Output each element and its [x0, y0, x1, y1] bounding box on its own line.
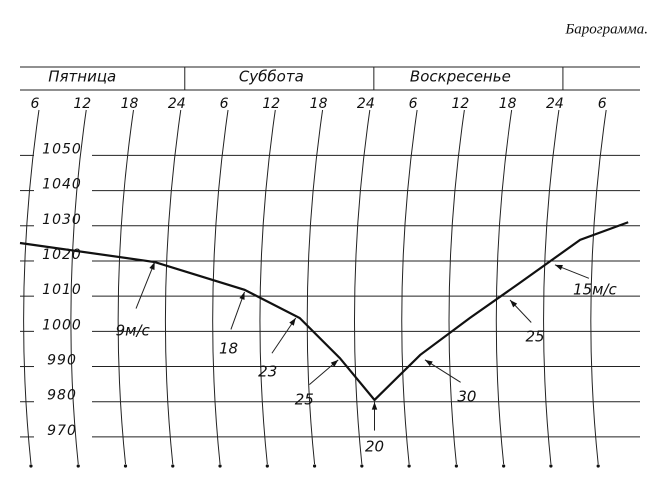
annotation-label: 25	[525, 328, 544, 346]
time-line	[495, 109, 513, 465]
time-line	[70, 109, 87, 465]
time-line	[448, 109, 465, 465]
x-tick-label: 18	[499, 96, 517, 112]
annotation-label: 15м/с	[573, 280, 617, 298]
time-line	[23, 109, 40, 465]
pen-dot	[407, 464, 411, 468]
x-tick-label: 24	[168, 96, 186, 112]
pressure-curve	[19, 221, 629, 402]
pen-dot	[454, 464, 458, 468]
time-line	[259, 109, 276, 465]
arrow-head	[330, 359, 339, 367]
arrow-head	[289, 317, 296, 326]
arrow-head	[239, 291, 245, 300]
time-line	[212, 109, 229, 465]
chart-title: Барограмма.	[564, 21, 648, 37]
time-line	[401, 109, 418, 465]
y-tick-label: 990	[47, 353, 77, 369]
x-tick-label: 6	[598, 96, 607, 112]
y-tick-label: 1030	[42, 212, 82, 228]
y-tick-label: 980	[47, 388, 77, 404]
annotation-arrow	[135, 261, 156, 309]
time-line	[353, 109, 371, 465]
x-tick-label: 6	[409, 96, 418, 112]
x-tick-label: 24	[357, 96, 375, 112]
y-tick-label: 1010	[42, 282, 82, 298]
day-label: Воскресенье	[410, 68, 511, 86]
day-label: Пятница	[48, 68, 116, 86]
annotation-label: 25	[295, 390, 314, 408]
x-tick-label: 6	[31, 96, 40, 112]
pen-dot	[312, 464, 317, 468]
arrow-head	[424, 359, 433, 367]
pen-dot	[549, 464, 553, 468]
time-line	[543, 109, 560, 465]
annotation-label: 18	[219, 339, 238, 357]
arrow-head	[554, 264, 563, 271]
pen-dot	[171, 464, 175, 468]
annotation-label: 9м/с	[116, 322, 151, 340]
x-tick-label: 12	[73, 96, 91, 112]
time-line	[306, 109, 324, 465]
y-tick-label: 970	[47, 423, 77, 439]
y-tick-label: 1040	[42, 177, 82, 193]
y-tick-label: 1000	[42, 317, 82, 333]
day-label: Суббота	[239, 68, 304, 86]
annotation-label: 20	[365, 438, 384, 456]
pen-dot	[29, 464, 33, 468]
pen-dot	[360, 464, 364, 468]
pen-dot	[123, 464, 128, 468]
y-tick-label: 1050	[42, 141, 82, 157]
annotation-label: 30	[457, 387, 476, 405]
pen-dot	[596, 464, 600, 468]
pen-dot	[502, 464, 506, 468]
time-line	[164, 109, 182, 465]
pen-dot	[218, 464, 222, 468]
x-tick-label: 12	[262, 96, 280, 112]
arrow-head	[149, 262, 155, 271]
x-tick-label: 18	[310, 96, 328, 112]
x-tick-label: 24	[546, 96, 564, 112]
x-tick-label: 12	[451, 96, 469, 112]
time-line	[117, 109, 134, 465]
pen-dot	[76, 464, 80, 468]
x-tick-label: 6	[220, 96, 229, 112]
arrow-head	[371, 402, 378, 410]
time-line	[590, 109, 607, 465]
annotation-label: 23	[258, 362, 277, 380]
x-tick-label: 18	[121, 96, 139, 112]
pen-dot	[265, 464, 269, 468]
arrow-head	[510, 300, 518, 308]
